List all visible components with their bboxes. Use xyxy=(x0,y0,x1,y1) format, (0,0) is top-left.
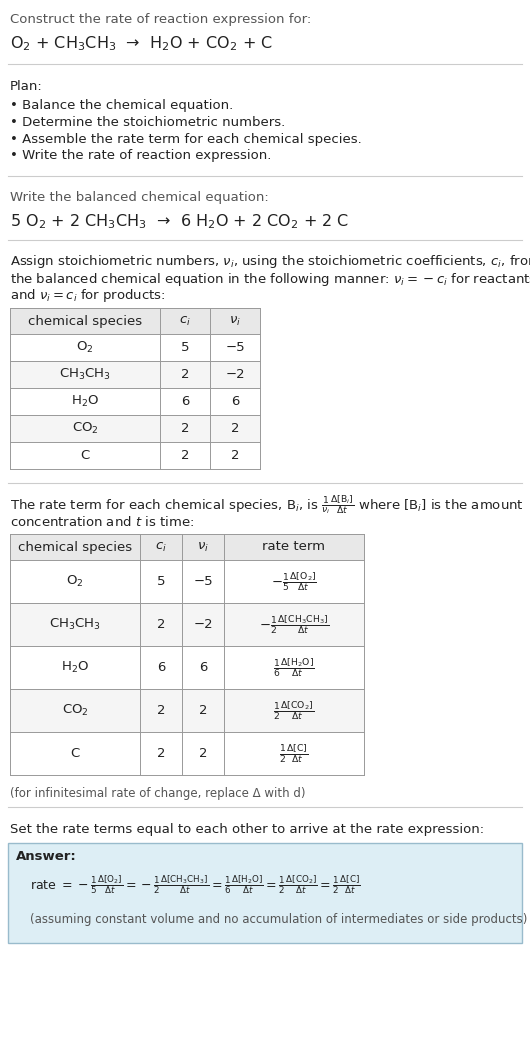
Text: $\frac{1}{2}\frac{\Delta[\mathrm{C}]}{\Delta t}$: $\frac{1}{2}\frac{\Delta[\mathrm{C}]}{\D… xyxy=(279,743,309,765)
Text: CH$_3$CH$_3$: CH$_3$CH$_3$ xyxy=(49,617,101,632)
Text: chemical species: chemical species xyxy=(18,541,132,553)
Text: C: C xyxy=(81,449,90,462)
Text: • Balance the chemical equation.: • Balance the chemical equation. xyxy=(10,98,233,112)
Bar xyxy=(10,732,364,775)
Text: O$_2$: O$_2$ xyxy=(66,574,84,589)
Text: O$_2$ + CH$_3$CH$_3$  →  H$_2$O + CO$_2$ + C: O$_2$ + CH$_3$CH$_3$ → H$_2$O + CO$_2$ +… xyxy=(10,35,273,53)
Bar xyxy=(10,388,260,415)
Text: 2: 2 xyxy=(231,449,239,462)
Text: rate $= -\frac{1}{5}\frac{\Delta[\mathrm{O_2}]}{\Delta t} = -\frac{1}{2}\frac{\D: rate $= -\frac{1}{5}\frac{\Delta[\mathrm… xyxy=(30,873,361,896)
Text: $\nu_i$: $\nu_i$ xyxy=(229,315,241,327)
Text: 5: 5 xyxy=(181,341,189,354)
Bar xyxy=(10,646,364,689)
Text: 2: 2 xyxy=(181,449,189,462)
Bar xyxy=(10,442,260,469)
Text: (for infinitesimal rate of change, replace Δ with d): (for infinitesimal rate of change, repla… xyxy=(10,787,305,799)
Text: H$_2$O: H$_2$O xyxy=(61,660,89,675)
Text: $-\frac{1}{5}\frac{\Delta[\mathrm{O_2}]}{\Delta t}$: $-\frac{1}{5}\frac{\Delta[\mathrm{O_2}]}… xyxy=(271,570,317,593)
Text: 6: 6 xyxy=(157,661,165,674)
Text: 6: 6 xyxy=(231,395,239,408)
Text: • Determine the stoichiometric numbers.: • Determine the stoichiometric numbers. xyxy=(10,115,285,129)
Text: Answer:: Answer: xyxy=(16,850,77,864)
Text: 5: 5 xyxy=(157,575,165,588)
Text: −2: −2 xyxy=(193,618,213,631)
Text: 2: 2 xyxy=(157,618,165,631)
Text: H$_2$O: H$_2$O xyxy=(71,394,99,409)
Text: $\nu_i$: $\nu_i$ xyxy=(197,541,209,553)
Text: $\frac{1}{6}\frac{\Delta[\mathrm{H_2O}]}{\Delta t}$: $\frac{1}{6}\frac{\Delta[\mathrm{H_2O}]}… xyxy=(273,656,315,679)
Text: 5 O$_2$ + 2 CH$_3$CH$_3$  →  6 H$_2$O + 2 CO$_2$ + 2 C: 5 O$_2$ + 2 CH$_3$CH$_3$ → 6 H$_2$O + 2 … xyxy=(10,212,349,231)
Text: 2: 2 xyxy=(157,747,165,760)
Text: CO$_2$: CO$_2$ xyxy=(61,703,89,718)
Bar xyxy=(10,602,364,646)
Text: $c_i$: $c_i$ xyxy=(155,541,167,553)
Text: 2: 2 xyxy=(157,704,165,717)
Text: 6: 6 xyxy=(199,661,207,674)
Bar xyxy=(10,535,364,560)
Text: 2: 2 xyxy=(199,704,207,717)
Text: $c_i$: $c_i$ xyxy=(179,315,191,327)
Bar xyxy=(10,689,364,732)
Text: 2: 2 xyxy=(181,368,189,381)
Text: Plan:: Plan: xyxy=(10,79,43,92)
Text: rate term: rate term xyxy=(262,541,325,553)
Text: 2: 2 xyxy=(231,422,239,435)
Bar xyxy=(8,843,522,943)
Text: • Assemble the rate term for each chemical species.: • Assemble the rate term for each chemic… xyxy=(10,133,362,145)
Bar xyxy=(10,415,260,442)
Text: C: C xyxy=(70,747,80,760)
Text: the balanced chemical equation in the following manner: $\nu_i = -c_i$ for react: the balanced chemical equation in the fo… xyxy=(10,271,530,288)
Text: $-\frac{1}{2}\frac{\Delta[\mathrm{CH_3CH_3}]}{\Delta t}$: $-\frac{1}{2}\frac{\Delta[\mathrm{CH_3CH… xyxy=(259,613,329,636)
Text: and $\nu_i = c_i$ for products:: and $\nu_i = c_i$ for products: xyxy=(10,288,165,304)
Text: 6: 6 xyxy=(181,395,189,408)
Text: $\frac{1}{2}\frac{\Delta[\mathrm{CO_2}]}{\Delta t}$: $\frac{1}{2}\frac{\Delta[\mathrm{CO_2}]}… xyxy=(273,699,315,722)
Text: • Write the rate of reaction expression.: • Write the rate of reaction expression. xyxy=(10,150,271,162)
Text: chemical species: chemical species xyxy=(28,315,142,327)
Text: 2: 2 xyxy=(199,747,207,760)
Bar xyxy=(10,361,260,388)
Text: CO$_2$: CO$_2$ xyxy=(72,420,99,436)
Text: Assign stoichiometric numbers, $\nu_i$, using the stoichiometric coefficients, $: Assign stoichiometric numbers, $\nu_i$, … xyxy=(10,253,530,271)
Text: −5: −5 xyxy=(193,575,213,588)
Text: CH$_3$CH$_3$: CH$_3$CH$_3$ xyxy=(59,367,111,382)
Text: Set the rate terms equal to each other to arrive at the rate expression:: Set the rate terms equal to each other t… xyxy=(10,822,484,836)
Text: concentration and $t$ is time:: concentration and $t$ is time: xyxy=(10,515,194,529)
Bar xyxy=(10,308,260,334)
Text: −5: −5 xyxy=(225,341,245,354)
Text: −2: −2 xyxy=(225,368,245,381)
Bar xyxy=(10,334,260,361)
Text: O$_2$: O$_2$ xyxy=(76,340,94,355)
Text: Construct the rate of reaction expression for:: Construct the rate of reaction expressio… xyxy=(10,14,311,26)
Bar xyxy=(10,560,364,602)
Text: Write the balanced chemical equation:: Write the balanced chemical equation: xyxy=(10,191,269,205)
Text: (assuming constant volume and no accumulation of intermediates or side products): (assuming constant volume and no accumul… xyxy=(30,912,527,926)
Text: The rate term for each chemical species, B$_i$, is $\frac{1}{\nu_i}\frac{\Delta[: The rate term for each chemical species,… xyxy=(10,494,524,517)
Text: 2: 2 xyxy=(181,422,189,435)
